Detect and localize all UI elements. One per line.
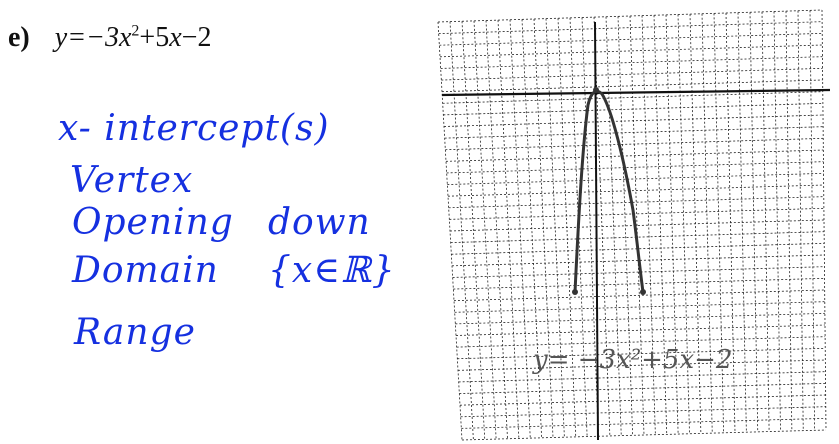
grid-line-horizontal <box>443 114 824 127</box>
grid-line-horizontal <box>448 196 824 209</box>
grid-line-horizontal <box>441 79 823 93</box>
grid-line-horizontal <box>452 266 825 278</box>
graph-equation-label: y= −3x²+5x−2 <box>532 345 732 375</box>
grid-line-horizontal <box>445 137 824 151</box>
grid-line-horizontal <box>439 44 823 58</box>
problem-statement: e) y=−3x2+5x−2 <box>8 22 211 54</box>
eq-mid: +5 <box>139 22 170 53</box>
note-opening-value: down <box>268 202 371 243</box>
note-domain-value: {x∈ℝ} <box>268 250 396 291</box>
parabola-curve <box>573 89 645 294</box>
grid-line-vertical <box>653 15 668 435</box>
grid-line-vertical <box>485 20 508 439</box>
grid-line-vertical <box>449 21 474 440</box>
eq-var2: x <box>169 22 182 53</box>
grid-line-vertical <box>473 20 497 440</box>
vertex-point <box>593 87 599 93</box>
grid-line-vertical <box>665 14 679 435</box>
note-domain-label: Domain <box>72 250 219 291</box>
grid-lines <box>437 9 827 441</box>
grid-line-horizontal <box>455 312 825 325</box>
grid-line-horizontal <box>460 406 826 418</box>
eq-var1: x <box>118 22 132 53</box>
grid-line-vertical <box>641 15 656 435</box>
grid-line-horizontal <box>461 429 827 441</box>
grid-line-horizontal <box>459 394 826 406</box>
grid-line-horizontal <box>447 172 824 185</box>
equation: y=−3x2+5x−2 <box>55 22 212 53</box>
x-axis <box>441 88 831 97</box>
grid-line-horizontal <box>440 56 823 69</box>
grid-line-horizontal <box>455 324 826 336</box>
grid-line-horizontal <box>459 382 826 394</box>
grid-line-horizontal <box>457 347 826 360</box>
grid-line-vertical <box>461 21 486 440</box>
grid-line-horizontal <box>443 102 823 116</box>
grid-line-horizontal <box>446 161 824 174</box>
curve-end-point-right <box>640 289 646 295</box>
eq-suffix: −2 <box>181 22 212 53</box>
note-range-label: Range <box>74 312 196 353</box>
grid-line-horizontal <box>445 149 824 162</box>
note-opening-label: Opening <box>72 202 234 243</box>
grid-line-horizontal <box>456 336 826 348</box>
grid-line-horizontal <box>461 417 826 429</box>
grid-line-horizontal <box>453 277 825 290</box>
grid-line-horizontal <box>449 207 824 220</box>
grid-line-horizontal <box>437 9 823 23</box>
eq-exponent: 2 <box>131 22 140 40</box>
grid-line-horizontal <box>444 126 824 139</box>
grid-line-horizontal <box>438 21 823 35</box>
grid-line-horizontal <box>457 359 826 371</box>
note-x-intercepts: x- intercept(s) <box>58 108 330 149</box>
eq-prefix: y=−3 <box>54 22 119 53</box>
problem-label: e) <box>8 22 30 53</box>
grid-line-horizontal <box>441 67 823 81</box>
note-vertex: Vertex <box>70 160 194 201</box>
grid-line-vertical <box>629 15 645 436</box>
grid-line-horizontal <box>458 371 826 383</box>
grid-line-horizontal <box>447 184 824 197</box>
curve-end-point-left <box>572 289 578 295</box>
grid-line-horizontal <box>454 301 825 313</box>
grid-line-horizontal <box>453 289 825 302</box>
grid-line-horizontal <box>439 32 823 46</box>
grid-line-horizontal <box>442 91 823 104</box>
